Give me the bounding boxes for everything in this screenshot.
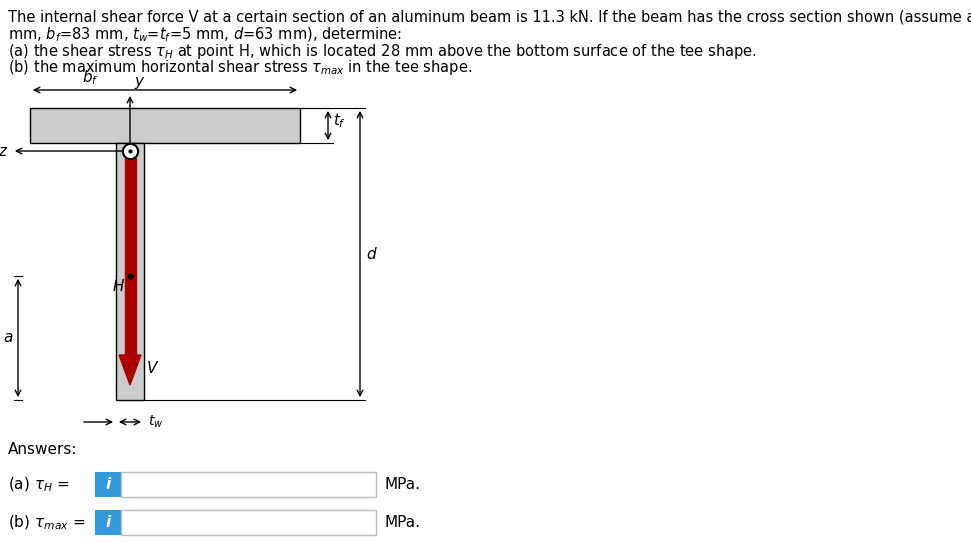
- Text: i: i: [106, 515, 111, 530]
- Bar: [95, 472, 121, 497]
- Text: (a) the shear stress $\tau_H$ at point H, which is located 28 mm above the botto: (a) the shear stress $\tau_H$ at point H…: [8, 42, 756, 61]
- Text: (a) $\tau_H$ =: (a) $\tau_H$ =: [8, 475, 70, 494]
- Text: mm, $b_f$=83 mm, $t_w$=$t_f$=5 mm, $d$=63 mm), determine:: mm, $b_f$=83 mm, $t_w$=$t_f$=5 mm, $d$=6…: [8, 26, 402, 44]
- Text: MPa.: MPa.: [384, 477, 420, 492]
- Text: $b_f$: $b_f$: [82, 68, 98, 87]
- Bar: [30, 108, 300, 143]
- Polygon shape: [119, 355, 141, 385]
- Text: $z$: $z$: [0, 144, 8, 158]
- Bar: [95, 510, 121, 535]
- Text: (b) the maximum horizontal shear stress $\tau_{max}$ in the tee shape.: (b) the maximum horizontal shear stress …: [8, 58, 472, 77]
- Text: $a$: $a$: [3, 331, 13, 345]
- Bar: [121, 472, 376, 497]
- Bar: [121, 510, 376, 535]
- Text: MPa.: MPa.: [384, 515, 420, 530]
- Text: The internal shear force V at a certain section of an aluminum beam is 11.3 kN. : The internal shear force V at a certain …: [8, 10, 971, 25]
- Text: i: i: [106, 477, 111, 492]
- Polygon shape: [124, 158, 136, 355]
- Text: Answers:: Answers:: [8, 442, 78, 457]
- Text: $H$: $H$: [112, 278, 125, 294]
- Text: $y$: $y$: [134, 75, 146, 91]
- Text: (b) $\tau_{max}$ =: (b) $\tau_{max}$ =: [8, 513, 85, 532]
- Text: $t_w$: $t_w$: [148, 414, 163, 430]
- Text: $t_f$: $t_f$: [333, 111, 346, 130]
- Text: $V$: $V$: [146, 360, 159, 376]
- Bar: [116, 143, 144, 400]
- Text: $d$: $d$: [366, 246, 378, 262]
